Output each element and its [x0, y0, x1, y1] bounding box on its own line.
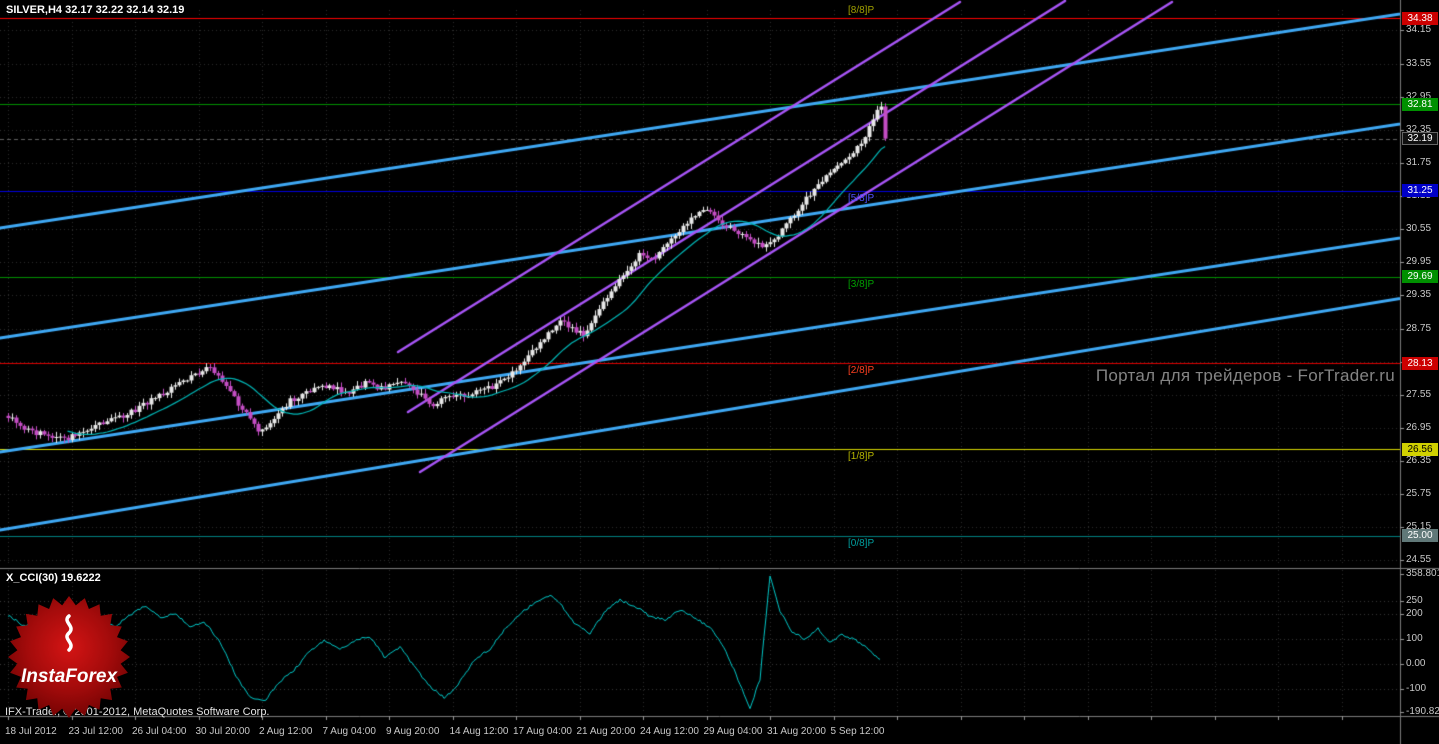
- price-level-badge: 34.38: [1402, 11, 1438, 25]
- price-tick-label: 32.35: [1406, 123, 1432, 135]
- price-level-badge: 32.81: [1402, 97, 1438, 111]
- instaforex-logo: InstaForex: [8, 596, 130, 718]
- indicator-tick-label: 250: [1406, 595, 1423, 607]
- price-tick-label: 25.15: [1406, 521, 1432, 533]
- indicator-tick-label: 0.00: [1406, 658, 1426, 670]
- time-axis-label: 23 Jul 12:00: [68, 726, 124, 737]
- indicator-tick-label: -100: [1406, 683, 1427, 695]
- murrey-level-label: [2/8]P: [848, 365, 875, 377]
- murrey-level-label: [8/8]P: [848, 5, 875, 16]
- time-axis-label: 21 Aug 20:00: [576, 726, 636, 737]
- price-tick-label: 26.35: [1406, 455, 1432, 467]
- time-axis-label: 2 Aug 12:00: [259, 726, 313, 737]
- time-axis-label: 29 Aug 04:00: [703, 726, 763, 737]
- time-axis-label: 24 Aug 12:00: [640, 726, 699, 737]
- murrey-level-label: [3/8]P: [848, 278, 875, 290]
- indicator-label: X_CCI(30) 19.6222: [6, 572, 101, 584]
- price-tick-label: 25.75: [1406, 488, 1432, 500]
- price-level-badge: 29.69: [1402, 270, 1438, 284]
- murrey-level-label: [0/8]P: [848, 537, 875, 549]
- watermark-text: Портал для трейдеров - ForTrader.ru: [1095, 366, 1395, 385]
- current-price-badge: 32.19: [1402, 132, 1438, 146]
- logo-text: InstaForex: [21, 666, 119, 687]
- price-tick-label: 29.95: [1406, 256, 1432, 268]
- symbol-quote-line: SILVER,H4 32.17 32.22 32.14 32.19: [6, 4, 185, 16]
- murrey-level-label: [5/8]P: [848, 192, 875, 204]
- price-tick-label: 27.55: [1406, 388, 1432, 400]
- price-tick-label: 33.55: [1406, 57, 1432, 69]
- time-axis-label: 30 Jul 20:00: [195, 726, 251, 737]
- price-tick-label: 31.75: [1406, 156, 1432, 168]
- time-axis-label: 14 Aug 12:00: [449, 726, 509, 737]
- time-axis-label: 9 Aug 20:00: [386, 726, 440, 737]
- price-level-badge: 31.25: [1402, 184, 1438, 198]
- indicator-tick-label: 200: [1406, 607, 1423, 619]
- time-axis-label: 31 Aug 20:00: [767, 726, 826, 737]
- logo-spiral-icon: [65, 614, 73, 652]
- time-axis-label: 26 Jul 04:00: [132, 726, 187, 737]
- price-tick-label: 24.55: [1406, 554, 1432, 566]
- murrey-level-label: [1/8]P: [848, 451, 875, 463]
- price-tick-label: 30.55: [1406, 223, 1432, 235]
- time-axis-label: 7 Aug 04:00: [322, 726, 376, 737]
- price-tick-label: 26.95: [1406, 421, 1432, 433]
- price-level-badge: 25.00: [1402, 529, 1438, 543]
- time-axis-label: 17 Aug 04:00: [513, 726, 572, 737]
- price-tick-label: 34.15: [1406, 24, 1432, 36]
- logo-starburst: [8, 596, 130, 718]
- price-level-badge: 26.56: [1402, 442, 1438, 456]
- price-tick-label: 32.95: [1406, 90, 1432, 102]
- time-axis-label: 18 Jul 2012: [5, 726, 57, 737]
- indicator-tick-label: 358.801: [1406, 568, 1439, 579]
- price-tick-label: 28.75: [1406, 322, 1432, 334]
- indicator-tick-label: 100: [1406, 632, 1423, 644]
- price-tick-label: 29.35: [1406, 289, 1432, 301]
- price-level-badge: 28.13: [1402, 356, 1438, 370]
- indicator-tick-label: -190.822: [1406, 706, 1439, 717]
- time-axis-label: 5 Sep 12:00: [830, 726, 885, 737]
